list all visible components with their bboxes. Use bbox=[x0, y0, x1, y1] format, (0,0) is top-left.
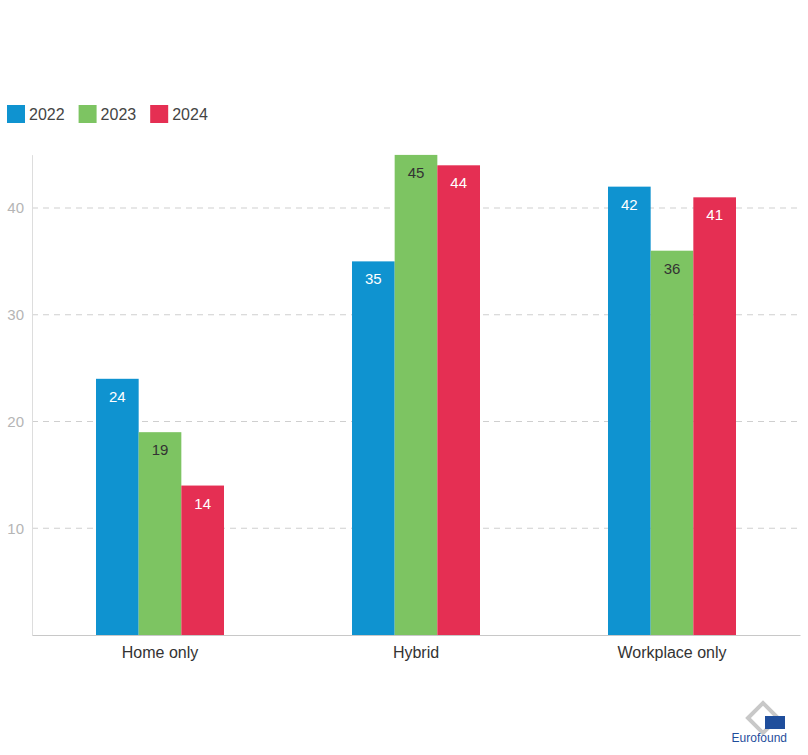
y-axis-line bbox=[32, 155, 33, 635]
logo-text: Eurofound bbox=[732, 731, 787, 745]
x-tick-label: Hybrid bbox=[393, 644, 439, 661]
bar bbox=[693, 197, 736, 635]
y-axis: 10 20 30 40 bbox=[7, 155, 32, 635]
y-tick-label: 20 bbox=[7, 413, 24, 430]
data-label: 45 bbox=[408, 164, 425, 181]
legend-label: 2024 bbox=[172, 106, 208, 123]
bar bbox=[139, 432, 182, 635]
legend-label: 2022 bbox=[29, 106, 65, 123]
legend-swatch bbox=[79, 105, 97, 123]
legend-swatch bbox=[150, 105, 168, 123]
legend-swatch bbox=[7, 105, 25, 123]
bar bbox=[352, 261, 395, 635]
bar bbox=[96, 379, 139, 635]
legend: 2022 2023 2024 bbox=[7, 105, 208, 123]
y-tick: 10 bbox=[7, 520, 32, 537]
legend-label: 2023 bbox=[101, 106, 137, 123]
data-label: 35 bbox=[365, 270, 382, 287]
data-label: 42 bbox=[621, 196, 638, 213]
chart: 10 20 30 40 24 35 42 19 45 36 14 44 41 Home only Hybri… bbox=[0, 0, 808, 755]
y-tick-label: 30 bbox=[7, 306, 24, 323]
y-tick: 40 bbox=[7, 199, 32, 216]
y-tick-label: 40 bbox=[7, 199, 24, 216]
bars bbox=[96, 155, 736, 635]
x-axis-line bbox=[33, 635, 801, 636]
y-tick: 30 bbox=[7, 306, 32, 323]
y-tick-label: 10 bbox=[7, 520, 24, 537]
data-label: 24 bbox=[109, 388, 126, 405]
data-label: 36 bbox=[664, 260, 681, 277]
bar bbox=[651, 251, 694, 635]
data-label: 19 bbox=[152, 441, 169, 458]
logo: Eurofound bbox=[732, 703, 787, 745]
y-tick: 20 bbox=[7, 413, 32, 430]
bar bbox=[395, 155, 438, 635]
data-label: 44 bbox=[450, 174, 467, 191]
x-tick: Home only bbox=[122, 635, 198, 661]
logo-flag bbox=[765, 716, 785, 729]
data-label: 41 bbox=[706, 206, 723, 223]
data-labels: 24 35 42 19 45 36 14 44 41 bbox=[109, 164, 723, 512]
bar bbox=[181, 486, 224, 635]
x-tick: Hybrid bbox=[393, 635, 439, 661]
bar bbox=[608, 187, 651, 635]
bar bbox=[437, 165, 480, 635]
x-axis: Home only Hybrid Workplace only bbox=[33, 635, 801, 661]
x-tick-label: Workplace only bbox=[617, 644, 726, 661]
data-label: 14 bbox=[194, 495, 211, 512]
x-tick: Workplace only bbox=[617, 635, 726, 661]
x-tick-label: Home only bbox=[122, 644, 198, 661]
